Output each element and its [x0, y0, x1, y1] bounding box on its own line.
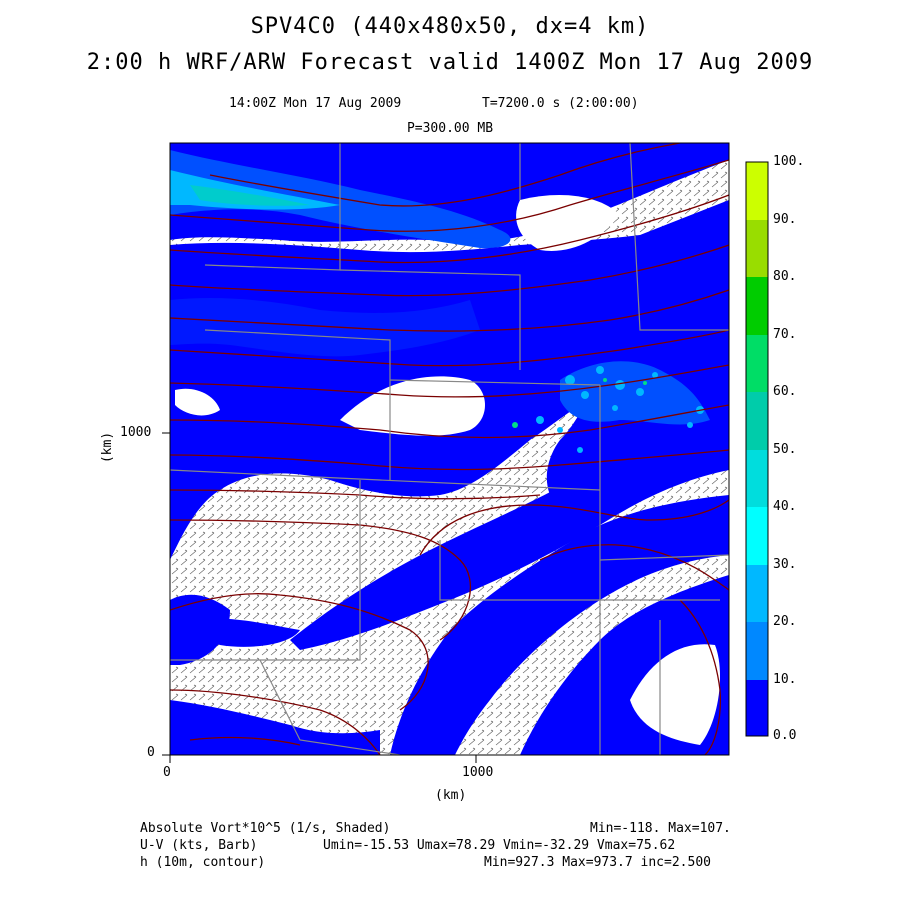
footer-field2-name: U-V (kts, Barb)	[140, 838, 258, 853]
colorbar-swatch-40	[746, 507, 768, 565]
colorbar	[745, 161, 769, 737]
axis-ticks	[162, 432, 477, 763]
title-line-1: SPV4C0 (440x480x50, dx=4 km)	[250, 14, 650, 39]
colorbar-swatch-10	[746, 680, 768, 736]
footer-field1-name: Absolute Vort*10^5 (1/s, Shaded)	[140, 821, 391, 836]
state-borders	[170, 143, 729, 755]
colorbar-swatch-80	[746, 277, 768, 335]
y-tick-0: 0	[147, 745, 155, 760]
x-tick-0: 0	[163, 765, 171, 780]
footer-field2-stats: Umin=-15.53 Umax=78.29 Vmin=-32.29 Vmax=…	[323, 838, 676, 853]
footer-field3-name: h (10m, contour)	[140, 855, 266, 870]
x-tick-1000: 1000	[462, 765, 494, 780]
y-tick-1000: 1000	[120, 425, 152, 440]
colorbar-label-0: 0.0	[773, 728, 797, 743]
colorbar-swatch-20	[746, 622, 768, 680]
colorbar-label-40: 40.	[773, 499, 797, 514]
colorbar-swatch-100	[746, 162, 768, 220]
colorbar-label-70: 70.	[773, 327, 797, 342]
colorbar-label-30: 30.	[773, 557, 797, 572]
pressure-level: P=300.00 MB	[406, 121, 494, 136]
colorbar-label-50: 50.	[773, 442, 797, 457]
colorbar-swatch-90	[746, 220, 768, 277]
time-step: T=7200.0 s (2:00:00)	[482, 96, 639, 111]
title-line-2: 2:00 h WRF/ARW Forecast valid 1400Z Mon …	[86, 50, 814, 75]
colorbar-swatch-70	[746, 335, 768, 392]
footer-field3-stats: Min=927.3 Max=973.7 inc=2.500	[484, 855, 711, 870]
map-plot-area	[170, 143, 729, 755]
vorticity-shading	[170, 143, 729, 755]
colorbar-swatch-60	[746, 392, 768, 450]
valid-time: 14:00Z Mon 17 Aug 2009	[229, 96, 402, 111]
y-axis-label: (km)	[100, 431, 116, 464]
colorbar-label-80: 80.	[773, 269, 797, 284]
height-contours	[170, 143, 729, 755]
colorbar-swatch-30	[746, 565, 768, 622]
colorbar-label-20: 20.	[773, 614, 797, 629]
colorbar-label-100: 100.	[773, 154, 805, 169]
colorbar-label-10: 10.	[773, 672, 797, 687]
colorbar-swatch-50	[746, 450, 768, 507]
plot-frame	[169, 142, 730, 756]
colorbar-label-90: 90.	[773, 212, 797, 227]
footer-field1-stats: Min=-118. Max=107.	[590, 821, 731, 836]
x-axis-label: (km)	[435, 788, 467, 803]
colorbar-label-60: 60.	[773, 384, 797, 399]
